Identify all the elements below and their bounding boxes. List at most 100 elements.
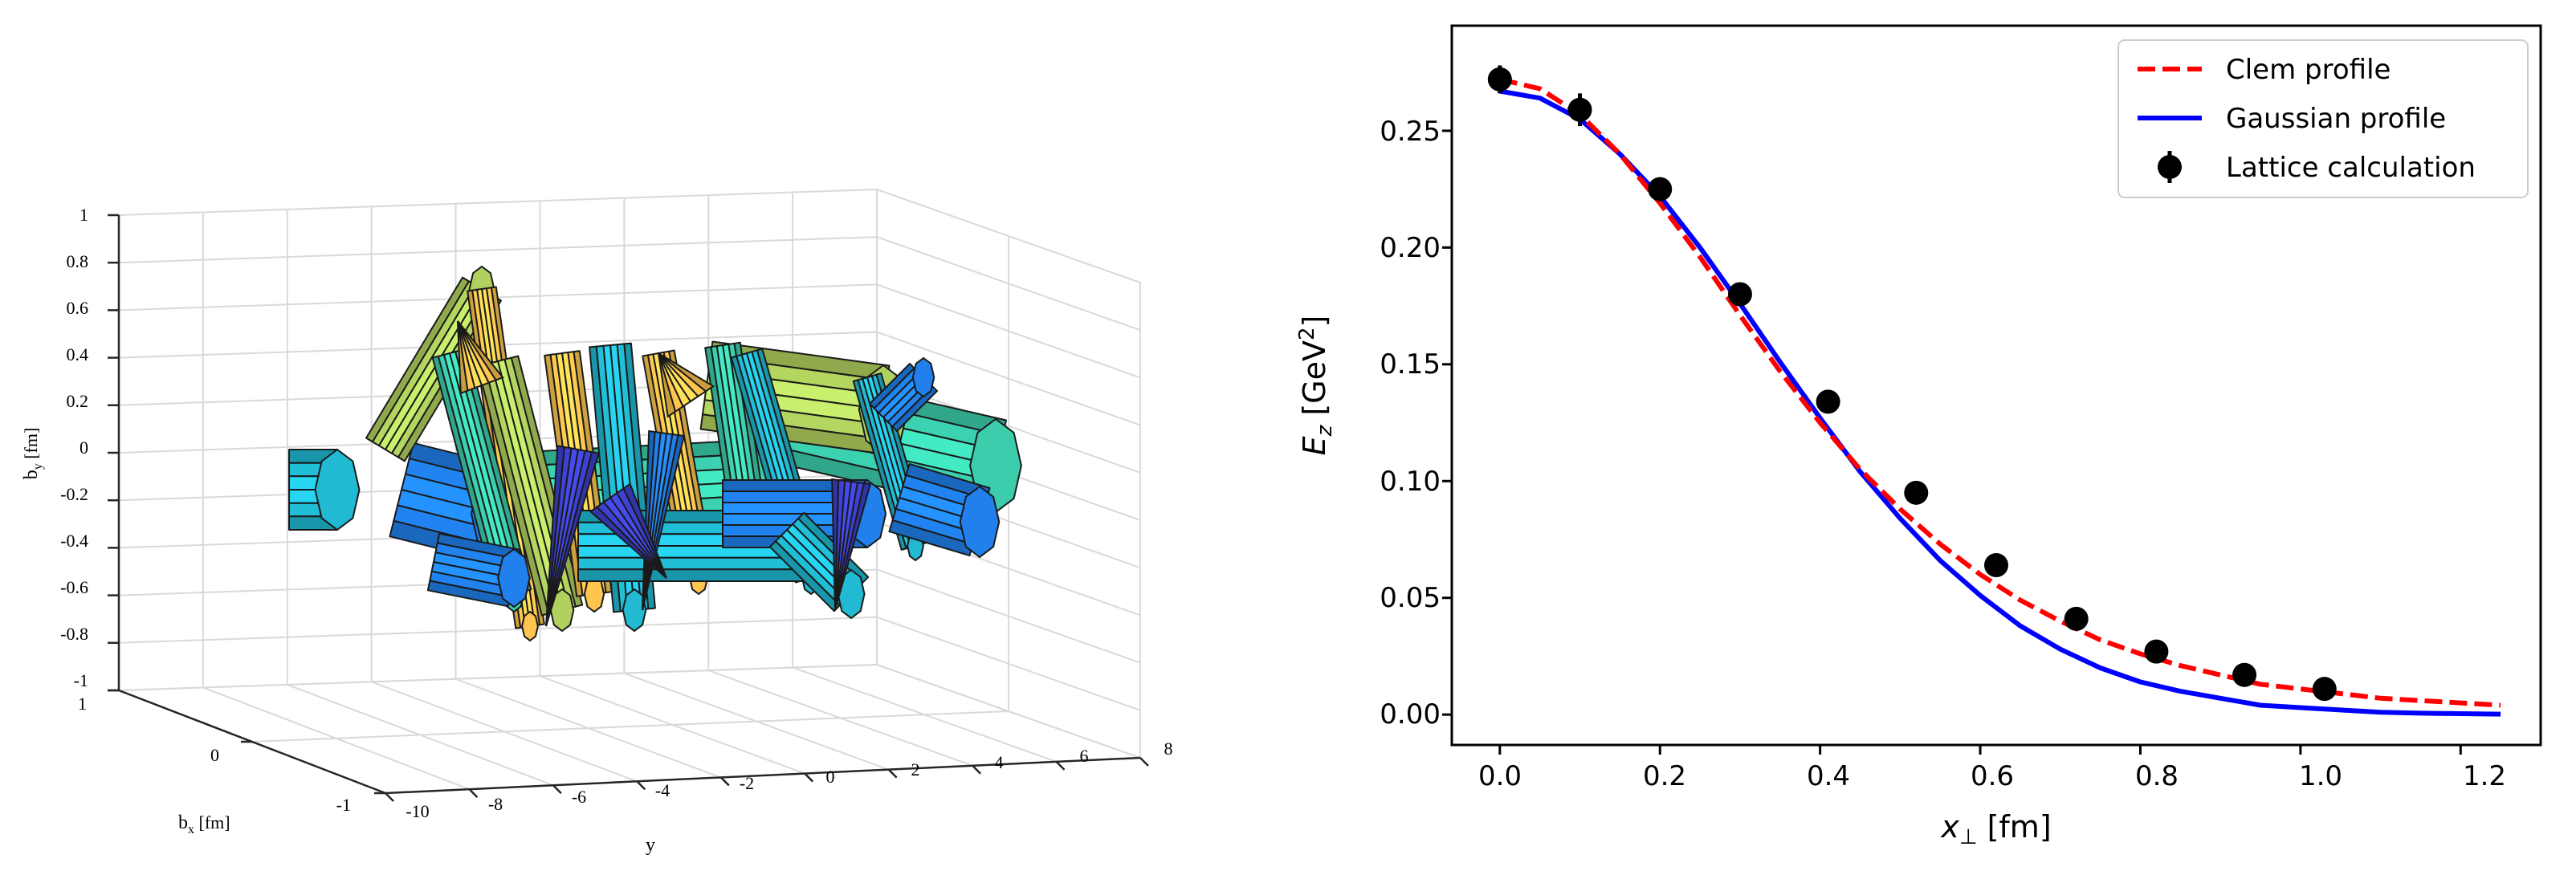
surface-facet bbox=[658, 352, 715, 393]
surface-y-tick-label: 0 bbox=[826, 767, 835, 787]
line-chart-x-tick-label: 0.0 bbox=[1478, 760, 1522, 792]
line-chart-y-tick-label: 0.25 bbox=[1380, 116, 1441, 148]
surface-y-tick-label: 2 bbox=[911, 759, 920, 779]
surface-facet bbox=[426, 580, 512, 608]
line-chart-y-axis-label: Ez [GeV2] bbox=[1295, 315, 1337, 456]
surface-y-tick-label: -6 bbox=[572, 787, 586, 807]
surface-x-tick-label: -1 bbox=[336, 795, 351, 815]
y-tick-mark bbox=[1139, 757, 1149, 767]
line-chart: 0.0 0.2 0.4 0.6 0.8 1.0 1.2 0.00 0.05 0.… bbox=[1295, 24, 2542, 849]
surface-z-tick-label: 0.6 bbox=[67, 298, 89, 318]
surface-z-tick-label: 0.2 bbox=[67, 391, 89, 411]
lattice-data-point bbox=[1648, 177, 1673, 201]
lattice-data-point bbox=[1487, 67, 1512, 92]
line-chart-y-tick-label: 0.00 bbox=[1380, 698, 1441, 731]
line-chart-x-tick-labels: 0.0 0.2 0.4 0.6 0.8 1.0 1.2 bbox=[1478, 760, 2506, 792]
surface-facet bbox=[642, 429, 656, 611]
line-chart-y-tick-label: 0.10 bbox=[1380, 466, 1441, 498]
y-tick-mark bbox=[552, 784, 562, 795]
surface-facet bbox=[545, 445, 565, 627]
y-tick-mark bbox=[972, 764, 981, 775]
y-tick-mark bbox=[887, 768, 898, 779]
line-chart-y-tick-label: 0.05 bbox=[1380, 582, 1441, 614]
line-chart-series bbox=[1487, 65, 2501, 717]
surface-y-axis-label: y bbox=[646, 835, 655, 856]
lattice-data-point bbox=[1567, 97, 1592, 122]
surface-y-tick-labels: -10 -8 -6 -4 -2 0 2 4 6 8 bbox=[406, 739, 1172, 821]
y-tick-mark bbox=[719, 776, 730, 787]
surface-facet bbox=[959, 485, 1001, 559]
lattice-data-point bbox=[1984, 553, 2008, 577]
line-chart-x-tick-label: 0.8 bbox=[2135, 760, 2179, 792]
back-wall-grid-line bbox=[118, 189, 878, 216]
surface-y-tick-label: 6 bbox=[1080, 746, 1089, 766]
legend-label-gaussian: Gaussian profile bbox=[2226, 103, 2446, 135]
surface-z-tick-label: -0.6 bbox=[60, 577, 88, 597]
line-chart-y-tick-labels: 0.00 0.05 0.10 0.15 0.20 0.25 bbox=[1380, 116, 1441, 731]
surface-facet bbox=[589, 506, 667, 579]
back-wall-grid-line bbox=[118, 236, 878, 264]
y-tick-mark bbox=[468, 788, 479, 798]
lattice-data-point bbox=[2232, 662, 2257, 687]
surface-plot-axes bbox=[108, 214, 1149, 802]
surface-facet bbox=[888, 519, 974, 557]
line-chart-tick-marks bbox=[1442, 129, 2462, 755]
surface-z-tick-label: -0.4 bbox=[60, 531, 88, 551]
surface-z-tick-label: -1 bbox=[74, 670, 88, 690]
surface-facet bbox=[831, 478, 840, 611]
lattice-data-point bbox=[2144, 639, 2169, 664]
legend-label-lattice: Lattice calculation bbox=[2226, 152, 2476, 184]
surface-x-axis-label: bx [fm] bbox=[178, 812, 230, 836]
surface-z-tick-label: 0 bbox=[79, 438, 88, 458]
surface-y-tick-label: 4 bbox=[995, 752, 1004, 772]
line-chart-x-tick-label: 0.6 bbox=[1971, 760, 2014, 792]
lattice-data-point bbox=[2312, 677, 2337, 702]
surface-y-tick-label: -10 bbox=[406, 801, 429, 821]
lattice-data-point bbox=[1727, 282, 1752, 307]
surface-facet bbox=[497, 547, 531, 608]
line-chart-legend: Clem profile Gaussian profile Lattice ca… bbox=[2117, 39, 2529, 198]
y-tick-mark bbox=[804, 772, 814, 783]
line-chart-x-tick-label: 1.2 bbox=[2463, 760, 2506, 792]
floor-grid-line bbox=[251, 710, 1009, 743]
surface-y-tick-label: -4 bbox=[655, 780, 670, 800]
legend-label-clem: Clem profile bbox=[2226, 54, 2391, 86]
surface-z-axis-label: by [fm] bbox=[21, 428, 45, 480]
surface-z-tick-label: -0.8 bbox=[60, 624, 88, 644]
surface-facet bbox=[852, 379, 907, 551]
surface-z-tick-label: 0.8 bbox=[67, 251, 89, 271]
surface-z-tick-label: 1 bbox=[79, 205, 88, 225]
surface-x-tick-label: 1 bbox=[78, 694, 87, 714]
surface-plot-shapes bbox=[288, 265, 1022, 642]
line-chart-x-axis-label: x⊥ [fm] bbox=[1940, 809, 2051, 849]
line-chart-x-tick-label: 0.4 bbox=[1807, 760, 1850, 792]
line-chart-y-tick-label: 0.15 bbox=[1380, 348, 1441, 381]
surface-plot: 1 0.8 0.6 0.4 0.2 0 -0.2 -0.4 -0.6 -0.8 … bbox=[21, 189, 1173, 856]
surface-facet bbox=[314, 448, 361, 531]
surface-x-tick-labels: 1 0 -1 bbox=[78, 694, 351, 815]
surface-facet bbox=[577, 568, 820, 582]
line-chart-y-tick-label: 0.20 bbox=[1380, 232, 1441, 264]
surface-y-tick-label: -2 bbox=[740, 773, 754, 793]
lattice-data-point bbox=[2064, 606, 2089, 631]
gaussian-profile-line bbox=[1499, 88, 2501, 717]
surface-facet bbox=[891, 385, 938, 432]
lattice-data-point bbox=[1816, 389, 1840, 414]
line-chart-x-tick-label: 1.0 bbox=[2299, 760, 2342, 792]
surface-x-tick-label: 0 bbox=[210, 745, 219, 765]
back-wall-grid-line bbox=[118, 616, 878, 644]
surface-facet bbox=[911, 356, 935, 398]
surface-z-tick-label: 0.4 bbox=[67, 344, 89, 364]
lattice-data-point bbox=[1904, 480, 1929, 505]
surface-facet bbox=[457, 320, 504, 381]
surface-z-tick-labels: 1 0.8 0.6 0.4 0.2 0 -0.2 -0.4 -0.6 -0.8 … bbox=[60, 205, 88, 690]
y-tick-mark bbox=[636, 780, 646, 791]
legend-box bbox=[2117, 39, 2529, 198]
surface-facet bbox=[768, 540, 841, 613]
y-tick-mark bbox=[1055, 761, 1066, 771]
surface-y-tick-label: 8 bbox=[1164, 739, 1173, 759]
surface-facet bbox=[521, 610, 539, 642]
floor-grid-line bbox=[118, 664, 878, 691]
